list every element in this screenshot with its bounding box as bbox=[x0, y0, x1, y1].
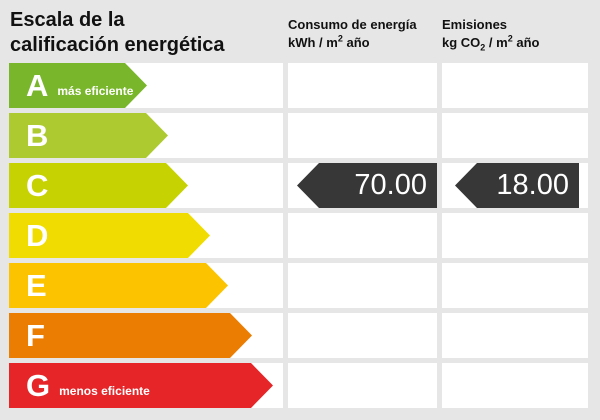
emisiones-header-units: kg CO2 / m2 año bbox=[442, 33, 540, 53]
emisiones-cell-d bbox=[442, 213, 588, 258]
emisiones-value: 18.00 bbox=[496, 169, 569, 201]
consumo-header-label: Consumo de energía bbox=[288, 17, 417, 32]
efficiency-note-g: menos eficiente bbox=[59, 383, 150, 398]
scale-cell-f: F bbox=[9, 313, 283, 358]
rating-arrow-b: B bbox=[9, 113, 168, 158]
rating-arrow-d: D bbox=[9, 213, 210, 258]
rating-letter-g: G bbox=[26, 368, 51, 403]
consumo-cell-a bbox=[288, 63, 437, 108]
page-title: Escala de la calificación energética bbox=[10, 9, 225, 56]
emisiones-cell-g bbox=[442, 363, 588, 408]
scale-cell-b: B bbox=[9, 113, 283, 158]
emisiones-cell-b bbox=[442, 113, 588, 158]
rating-letter-a: A bbox=[26, 68, 49, 103]
rating-arrow-f: F bbox=[9, 313, 252, 358]
scale-cell-d: D bbox=[9, 213, 283, 258]
efficiency-note-a: más eficiente bbox=[57, 83, 134, 98]
rating-letter-f: F bbox=[26, 318, 45, 353]
consumo-cell-e bbox=[288, 263, 437, 308]
rating-letter-b: B bbox=[26, 118, 49, 153]
emisiones-cell-c: 18.00 bbox=[442, 163, 588, 208]
rating-letter-e: E bbox=[26, 268, 47, 303]
consumo-value-arrow: 70.00 bbox=[297, 163, 437, 208]
rating-arrow-e: E bbox=[9, 263, 228, 308]
scale-cell-e: E bbox=[9, 263, 283, 308]
rating-letter-d: D bbox=[26, 218, 49, 253]
scale-cell-c: C bbox=[9, 163, 283, 208]
rating-letter-c: C bbox=[26, 168, 49, 203]
emisiones-header-label: Emisiones bbox=[442, 17, 508, 32]
consumo-value: 70.00 bbox=[354, 169, 427, 201]
consumo-header-units: kWh / m2 año bbox=[288, 33, 370, 50]
emisiones-value-arrow: 18.00 bbox=[455, 163, 579, 208]
emisiones-cell-f bbox=[442, 313, 588, 358]
consumo-column-header: Consumo de energía kWh / m2 año bbox=[288, 16, 437, 52]
emisiones-column-header: Emisiones kg CO2 / m2 año bbox=[442, 16, 588, 52]
consumo-cell-c: 70.00 bbox=[288, 163, 437, 208]
emisiones-cell-e bbox=[442, 263, 588, 308]
consumo-cell-b bbox=[288, 113, 437, 158]
rating-arrow-c: C bbox=[9, 163, 188, 208]
consumo-cell-d bbox=[288, 213, 437, 258]
consumo-cell-f bbox=[288, 313, 437, 358]
consumo-cell-g bbox=[288, 363, 437, 408]
emisiones-cell-a bbox=[442, 63, 588, 108]
